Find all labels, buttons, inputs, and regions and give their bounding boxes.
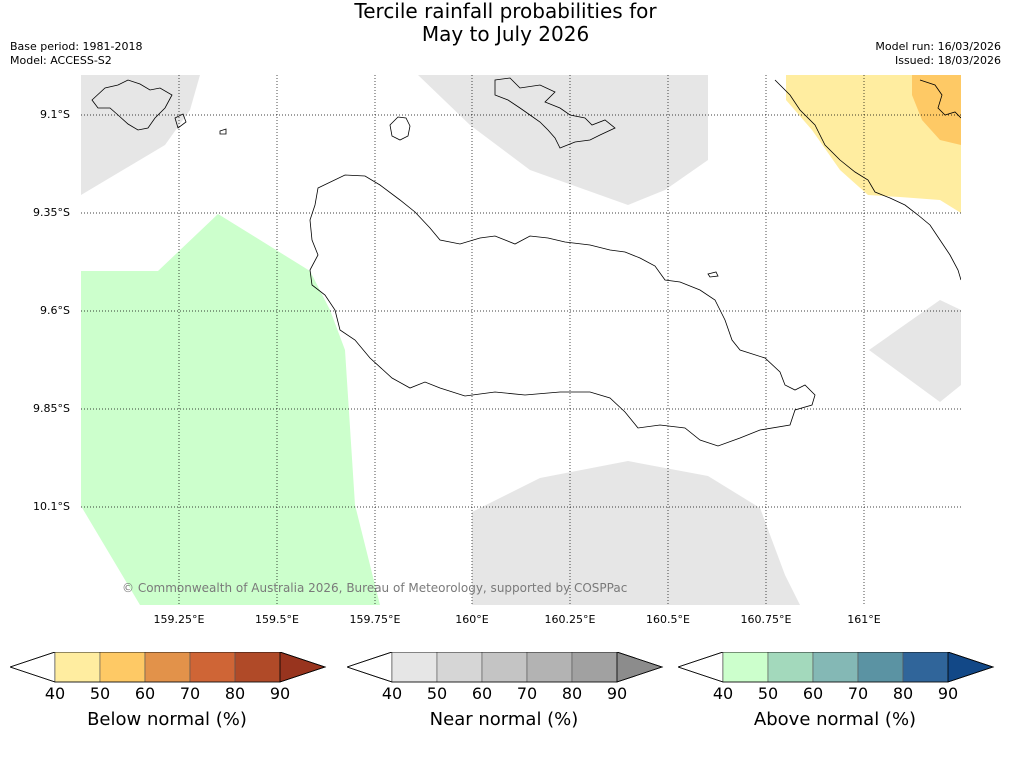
base-period: Base period: 1981-2018 [10,40,143,53]
colorbar-below-tick-50: 50 [89,684,111,703]
colorbar-below-outline [10,652,327,683]
below-normal-region-ne-60 [912,75,961,145]
issued-date: Issued: 18/03/2026 [894,54,1001,67]
colorbar-near-swatch-60 [481,652,528,683]
colorbar-below-swatch-70 [189,652,236,683]
colorbar-near-outline [347,652,664,683]
colorbar-above-tick-40: 40 [712,684,734,703]
near-normal-region-east [869,300,961,402]
probability-map [81,75,961,605]
lon-label-160: 160°E [455,613,489,626]
colorbar-near-swatch-80 [571,652,618,683]
colorbar-near-tick-40: 40 [381,684,403,703]
colorbar-above-tick-50: 50 [757,684,779,703]
lat-label-9-1: 9.1°S [40,108,70,121]
malaita-east-coastline [919,79,961,119]
colorbar-near-tick-70: 70 [516,684,538,703]
colorbar-title-below: Below normal (%) [87,709,247,730]
colorbar-above-high-extend [947,652,995,683]
colorbar-below-normal: 40 50 60 70 80 90 [10,652,330,730]
colorbar-below-swatch-80 [234,652,281,683]
lat-label-9-85: 9.85°S [33,402,70,415]
colorbar-above-swatch-50 [767,652,814,683]
colorbar-near-tick-60: 60 [471,684,493,703]
near-normal-region-north [418,75,708,205]
colorbar-near-high-extend [616,652,664,683]
colorbar-near-tick-50: 50 [426,684,448,703]
guadalcanal-coastline [309,174,816,447]
colorbar-near-swatches [347,652,664,683]
model-name: Model: ACCESS-S2 [10,54,112,67]
colorbar-above-swatch-60 [812,652,859,683]
colorbar-above-tick-90: 90 [937,684,959,703]
colorbar-above-outline [678,652,995,683]
coastlines [91,77,961,447]
colorbar-above-swatch-80 [902,652,949,683]
lat-label-9-6: 9.6°S [40,304,70,317]
colorbar-above-tick-60: 60 [802,684,824,703]
colorbar-below-tick-80: 80 [224,684,246,703]
map-title: Tercile rainfall probabilities for May t… [0,0,1011,46]
colorbar-below-swatch-40 [54,652,101,683]
russell-islands-coastline [91,79,173,131]
near-normal-region-south [472,461,800,605]
florida-islands-coastline [494,77,616,149]
title-line-1: Tercile rainfall probabilities for [354,0,657,23]
grid-lines [81,75,961,605]
lon-label-160-25: 160.25°E [544,613,596,626]
colorbar-above-normal: 40 50 60 70 80 90 [678,652,998,730]
below-normal-region-ne-50 [786,75,961,213]
colorbar-near-swatch-70 [526,652,573,683]
colorbar-below-tick-90: 90 [269,684,291,703]
colorbar-near-swatch-50 [436,652,483,683]
title-line-2: May to July 2026 [421,22,590,46]
lon-label-161: 161°E [847,613,881,626]
lon-label-160-5: 160.5°E [646,613,690,626]
lon-label-160-75: 160.75°E [740,613,792,626]
colorbar-near-low-extend [347,652,393,683]
colorbar-below-swatches [10,652,327,683]
colorbar-above-swatch-70 [857,652,904,683]
colorbar-near-normal: 40 50 60 70 80 90 [347,652,667,730]
colorbar-above-low-extend [678,652,724,683]
lon-label-159-75: 159.75°E [349,613,401,626]
colorbar-below-tick-70: 70 [179,684,201,703]
colorbar-above-tick-70: 70 [847,684,869,703]
copyright-notice: © Commonwealth of Australia 2026, Bureau… [122,581,628,595]
colorbar-near-tick-90: 90 [606,684,628,703]
model-run: Model run: 16/03/2026 [875,40,1001,53]
above-normal-region-west [81,214,380,605]
lat-label-9-35: 9.35°S [33,206,70,219]
colorbar-above-swatch-40 [722,652,769,683]
colorbar-below-swatch-60 [144,652,191,683]
lon-label-159-5: 159.5°E [255,613,299,626]
colorbar-near-tick-80: 80 [561,684,583,703]
colorbar-above-swatches [678,652,995,683]
colorbar-below-tick-60: 60 [134,684,156,703]
malaita-coastline [774,79,961,281]
model-info: Base period: 1981-2018 Model: ACCESS-S2 [10,40,142,68]
colorbar-below-low-extend [10,652,56,683]
colorbar-above-tick-80: 80 [892,684,914,703]
run-info: Model run: 16/03/2026 Issued: 18/03/2026 [875,40,1001,68]
colorbar-below-swatch-50 [99,652,146,683]
colorbar-near-swatch-40 [391,652,438,683]
colorbar-title-above: Above normal (%) [753,709,917,730]
colorbar-title-near: Near normal (%) [429,709,579,730]
colorbar-below-tick-40: 40 [44,684,66,703]
lat-label-10-1: 10.1°S [33,500,70,513]
small-island-3 [707,271,719,278]
lon-label-159-25: 159.25°E [153,613,205,626]
near-normal-region-nw [81,75,200,195]
savo-island-coastline [389,116,411,141]
colorbar-below-high-extend [279,652,327,683]
small-island-1 [174,113,187,129]
small-island-2 [219,128,227,135]
